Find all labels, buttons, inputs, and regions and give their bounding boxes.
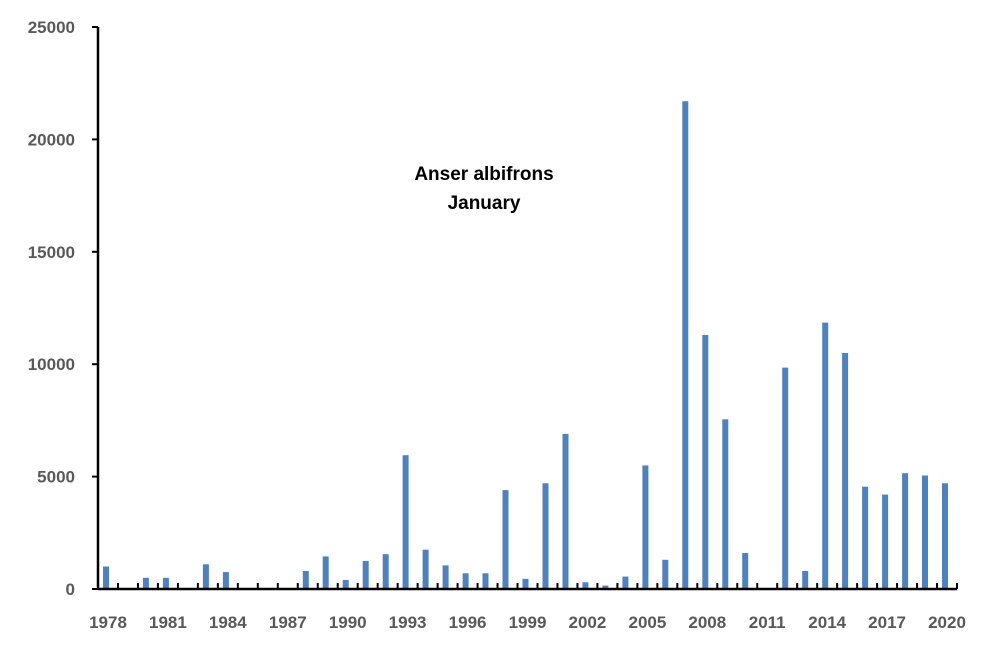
y-tick-label: 5000 [37,468,75,487]
bar-2005 [642,465,649,589]
x-tick-label: 2014 [808,613,846,632]
bar-2000 [542,483,549,589]
bar-2013 [802,571,809,589]
bar-1991 [362,560,369,589]
bar-1992 [382,554,389,589]
bar-2016 [862,486,869,589]
x-tick-label: 2002 [568,613,606,632]
bar-1999 [522,578,529,589]
bar-1997 [482,573,489,589]
bar-2004 [622,576,629,589]
bar-1996 [462,573,469,589]
x-tick-label: 1993 [389,613,427,632]
x-tick-label: 1984 [209,613,247,632]
x-tick-label: 1990 [329,613,367,632]
y-tick-label: 20000 [28,130,75,149]
bar-1984 [222,572,229,589]
y-tick-label: 15000 [28,243,75,262]
bar-2003 [602,585,609,589]
bar-2015 [842,353,849,589]
bar-1995 [442,565,449,589]
x-tick-label: 2011 [749,613,786,632]
bar-2010 [742,553,749,589]
bar-1983 [202,564,209,589]
bar-1980 [142,577,149,589]
axes-group [92,26,958,591]
x-tick-label: 2008 [688,613,726,632]
chart-subtitle: January [448,193,521,214]
bar-2014 [822,322,829,589]
bar-1998 [502,490,509,589]
chart-title: Anser albifrons [414,164,553,185]
x-tick-label: 1978 [89,613,127,632]
x-tick-label: 1987 [269,613,307,632]
bar-1994 [422,549,429,589]
bar-1988 [302,571,309,589]
x-tick-label: 2017 [868,613,906,632]
bar-1990 [342,580,349,589]
bar-2018 [902,473,909,589]
bar-2007 [682,101,689,589]
bar-2001 [562,433,569,589]
bar-2020 [942,483,948,589]
bar-1993 [402,455,409,589]
x-tick-label: 1981 [149,613,187,632]
bar-2002 [582,582,589,589]
bar-2017 [882,494,889,589]
x-tick-label: 1999 [509,613,547,632]
bar-2012 [782,367,789,589]
y-tick-label: 10000 [28,355,75,374]
bar-2019 [922,475,928,589]
bar-2008 [702,335,709,589]
bar-1981 [162,577,169,589]
x-tick-labels: 1978 1981 1984 1987 1990 1993 1996 1999 2002 2005… [89,613,966,632]
y-tick-label: 0 [66,580,75,599]
bar-2006 [662,559,669,589]
x-tick-label: 2020 [928,613,966,632]
bars-group [103,101,948,589]
bar-1989 [322,556,329,589]
bar-1978 [103,566,109,589]
x-tick-label: 1996 [449,613,487,632]
x-tick-label: 2005 [628,613,666,632]
y-tick-label: 25000 [28,18,75,37]
bar-2009 [722,419,729,589]
y-tick-labels: 0 5000 10000 15000 20000 25000 [28,18,75,599]
